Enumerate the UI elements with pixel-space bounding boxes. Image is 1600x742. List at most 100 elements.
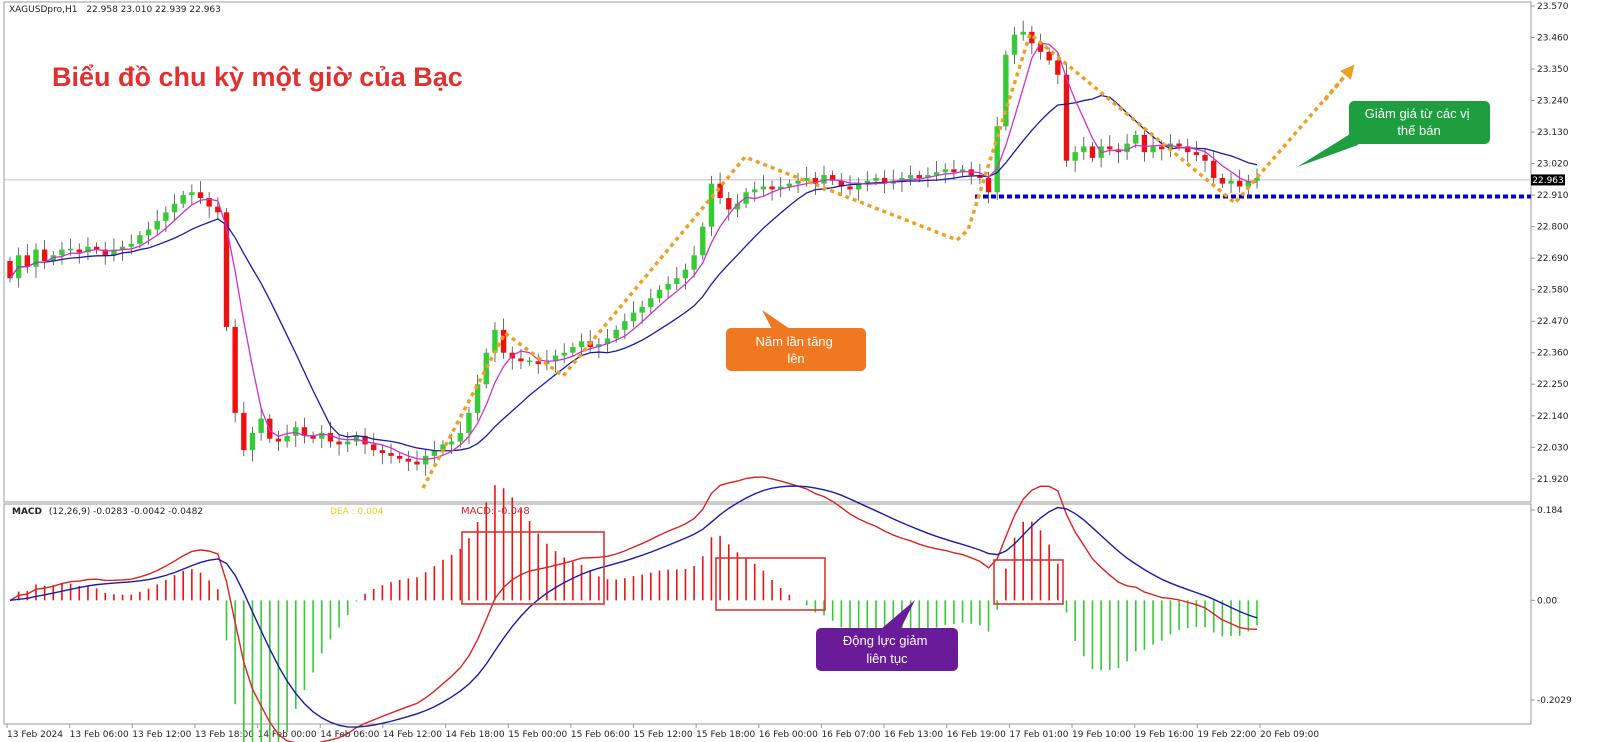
price-tick-label: 22.360 (1537, 349, 1569, 359)
bear-candle (717, 183, 723, 198)
bull-candle (145, 229, 152, 236)
bear-candle (371, 444, 377, 451)
bull-candle (622, 321, 628, 330)
bear-candle (379, 450, 386, 454)
bull-candle (778, 186, 784, 190)
bull-candle (821, 175, 827, 184)
bull-candle (691, 255, 697, 270)
callout-momentum-text: Động lực giảm liên tục (843, 633, 931, 666)
bull-candle (258, 418, 264, 433)
bull-candle (189, 192, 195, 196)
bull-candle (293, 427, 299, 436)
bear-candle (1037, 43, 1044, 52)
bear-candle (7, 261, 13, 279)
bull-candle (552, 355, 559, 362)
callout-uptrend: Năm lần tăng lên (726, 310, 866, 371)
highlight-box-1 (461, 531, 605, 605)
bull-candle (561, 352, 567, 356)
macd-tick-label: 0.00 (1537, 596, 1557, 606)
bear-candle (76, 249, 82, 253)
zigzag-arrow (421, 31, 1352, 489)
price-tick-label: 22.800 (1537, 223, 1569, 233)
time-tick-label: 15 Feb 12:00 (634, 730, 693, 740)
bear-candle (197, 192, 204, 198)
symbol-header: XAGUSDpro,H1 22.958 23.010 22.939 22.963 (9, 5, 221, 15)
bull-candle (994, 126, 1000, 193)
bull-candle (925, 175, 931, 178)
bull-candle (1167, 143, 1174, 150)
bear-candle (223, 212, 230, 327)
price-tick-label: 22.470 (1537, 317, 1569, 327)
ma-fast-line (9, 42, 1257, 460)
bear-candle (232, 326, 238, 413)
bear-candle (388, 453, 394, 456)
bull-candle (457, 432, 463, 442)
bull-candle (474, 384, 481, 413)
time-tick-label: 14 Feb 00:00 (258, 730, 317, 740)
bull-candle (1020, 31, 1026, 35)
bull-candle (422, 455, 429, 465)
bull-candle (665, 283, 671, 290)
macd-tick-label: -0.2029 (1537, 696, 1572, 706)
price-tick-label: 22.030 (1537, 443, 1569, 453)
price-tick-label: 21.920 (1537, 475, 1569, 485)
callout-sell-text: Giảm giá từ các vị thế bán (1365, 106, 1473, 138)
bull-candle (171, 203, 178, 213)
bull-candle (137, 235, 143, 244)
bull-candle (674, 278, 680, 284)
bull-candle (1133, 134, 1139, 144)
bear-candle (1236, 180, 1243, 187)
macd-header: MACD (12,26,9) -0.0283 -0.0042 -0.0482 (12, 507, 203, 517)
highlight-box-3 (993, 559, 1064, 605)
price-tick-label: 22.140 (1537, 412, 1569, 422)
bear-candle (500, 329, 507, 353)
bear-candle (812, 177, 819, 184)
bull-candle (873, 177, 879, 181)
bull-candle (656, 289, 663, 299)
bear-candle (301, 427, 308, 436)
bear-candle (985, 177, 992, 193)
bear-candle (916, 175, 922, 178)
current-price-label: 22.963 (1532, 176, 1564, 186)
bear-candle (93, 246, 100, 250)
price-tick-label: 22.910 (1537, 191, 1569, 201)
dea-label: DEA : 0.004 (330, 507, 384, 517)
bull-candle (128, 243, 134, 247)
price-tick-label: 23.570 (1537, 2, 1569, 12)
price-tick-label: 23.460 (1537, 34, 1569, 44)
time-tick-label: 14 Feb 12:00 (383, 730, 442, 740)
bull-candle (492, 329, 498, 353)
bear-candle (275, 438, 282, 442)
macd-line (9, 476, 1258, 742)
bull-candle (734, 203, 741, 210)
bull-candle (942, 169, 948, 173)
bull-candle (1003, 54, 1009, 127)
bear-candle (1193, 152, 1200, 156)
bear-candle (1141, 134, 1148, 153)
bull-candle (249, 432, 256, 451)
bear-candle (24, 255, 31, 267)
bear-candle (327, 432, 334, 442)
price-tick-label: 23.240 (1537, 97, 1569, 107)
bull-candle (180, 195, 186, 204)
callout-momentum: Động lực giảm liên tục (816, 600, 958, 671)
bull-candle (795, 180, 801, 184)
bull-candle (604, 338, 611, 345)
bear-candle (769, 186, 775, 190)
bear-candle (847, 186, 853, 190)
time-tick-label: 14 Feb 18:00 (446, 730, 505, 740)
bear-candle (397, 455, 403, 459)
bull-candle (855, 183, 862, 190)
bull-candle (119, 246, 126, 250)
bull-candle (682, 269, 689, 279)
time-tick-label: 15 Feb 06:00 (571, 730, 630, 740)
bear-candle (726, 197, 732, 210)
price-tick-label: 22.250 (1537, 380, 1569, 390)
time-tick-label: 13 Feb 18:00 (195, 730, 254, 740)
bear-candle (1107, 146, 1113, 150)
bull-candle (804, 177, 810, 181)
bull-candle (1081, 146, 1087, 153)
bear-candle (267, 418, 273, 439)
bull-candle (466, 412, 472, 433)
